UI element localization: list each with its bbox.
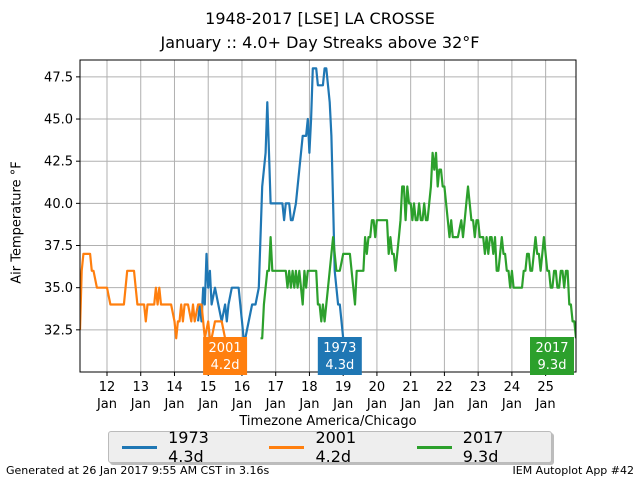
x-tick-label: 18: [301, 380, 318, 395]
annotation-label-2001: 2001: [209, 341, 242, 356]
x-tick-label: Jan: [298, 397, 319, 412]
x-tick-label: 17: [267, 380, 284, 395]
x-tick-label: Jan: [400, 397, 421, 412]
x-tick-label: Jan: [265, 397, 286, 412]
series-group: [80, 67, 576, 340]
legend-item: 2017 9.3d: [416, 428, 538, 466]
chart-title: 1948-2017 [LSE] LA CROSSE: [205, 9, 435, 28]
x-tick-label: Jan: [332, 397, 353, 412]
x-tick-label: Jan: [433, 397, 454, 412]
x-tick-label: 16: [234, 380, 251, 395]
annotation-label-2017: 2017: [535, 341, 568, 356]
legend-item: 1973 4.3d: [122, 428, 243, 466]
annotation-label-1973: 1973: [323, 341, 356, 356]
x-tick-label: Jan: [96, 397, 117, 412]
y-tick-label: 45.0: [44, 113, 73, 128]
x-tick-label: 14: [166, 380, 183, 395]
y-tick-label: 42.5: [44, 155, 73, 170]
legend-swatch-1973: [122, 445, 158, 449]
series-line-2001: [80, 252, 227, 340]
series-line-2017: [260, 151, 576, 340]
x-tick-label: Jan: [163, 397, 184, 412]
x-tick-label: 19: [335, 380, 352, 395]
legend-label-2001: 2001 4.2d: [315, 428, 357, 466]
chart-subtitle: January :: 4.0+ Day Streaks above 32°F: [160, 33, 480, 52]
x-tick-label: 23: [470, 380, 487, 395]
annotation-label-2001: 4.2d: [211, 358, 240, 373]
footer-app-text: IEM Autoplot App #42: [512, 464, 635, 477]
x-tick-label: 25: [537, 380, 554, 395]
x-tick-label: 20: [369, 380, 386, 395]
legend: 1973 4.3d 2001 4.2d 2017 9.3d: [108, 428, 552, 466]
y-tick-label: 35.0: [44, 281, 73, 296]
y-tick-label: 32.5: [44, 323, 73, 338]
x-tick-label: 12: [99, 380, 116, 395]
y-tick-label: 40.0: [44, 197, 73, 212]
x-tick-label: 21: [402, 380, 419, 395]
x-tick-label: Jan: [197, 397, 218, 412]
annotation-box-1973: [317, 337, 362, 375]
x-tick-label: 13: [132, 380, 149, 395]
legend-label-1973: 1973 4.3d: [168, 428, 209, 466]
x-axis-label: Timezone America/Chicago: [239, 414, 417, 429]
annotation-box-2017: [530, 337, 574, 375]
x-tick-label: Jan: [535, 397, 556, 412]
footer-generated-text: Generated at 26 Jan 2017 9:55 AM CST in …: [6, 464, 270, 477]
x-tick-label: Jan: [366, 397, 387, 412]
x-tick-label: Jan: [501, 397, 522, 412]
x-tick-label: Jan: [130, 397, 151, 412]
y-axis-label: Air Temperature °F: [9, 161, 25, 284]
legend-swatch-2017: [416, 445, 452, 449]
x-tick-label: Jan: [467, 397, 488, 412]
annotation-label-1973: 4.3d: [325, 358, 354, 373]
annotation-label-2017: 9.3d: [538, 358, 567, 373]
legend-item: 2001 4.2d: [269, 428, 390, 466]
legend-swatch-2001: [269, 445, 305, 449]
legend-label-2017: 2017 9.3d: [462, 428, 504, 466]
series-line-1973: [197, 67, 345, 340]
plot-frame: [79, 59, 577, 373]
x-tick-label: Jan: [231, 397, 252, 412]
x-tick-label: 24: [504, 380, 521, 395]
y-tick-label: 47.5: [44, 70, 73, 85]
x-tick-label: 15: [200, 380, 217, 395]
y-tick-label: 37.5: [44, 239, 73, 254]
x-tick-label: 22: [436, 380, 453, 395]
annotation-box-2001: [203, 337, 248, 375]
